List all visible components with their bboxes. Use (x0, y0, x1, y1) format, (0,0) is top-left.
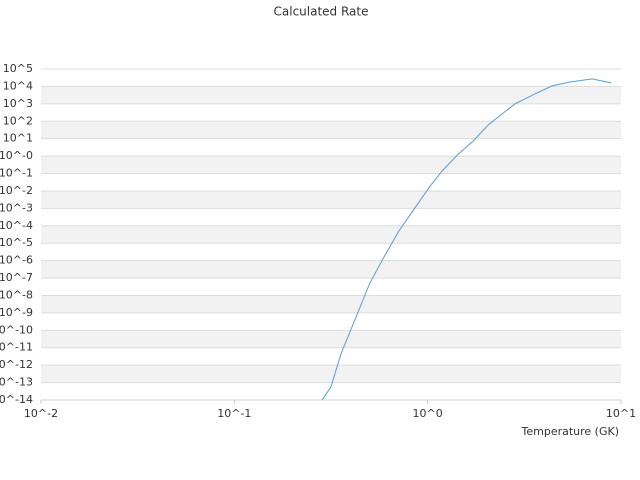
y-tick-label: 10^-6 (0, 254, 33, 267)
y-tick-label: 10^-3 (0, 201, 33, 214)
y-tick-label: 10^4 (3, 79, 33, 92)
y-tick-label: 10^-1 (0, 167, 33, 180)
y-tick-label: 10^-12 (0, 358, 33, 371)
y-tick-label: 10^-4 (0, 219, 33, 232)
y-tick-label: 10^-9 (0, 306, 33, 319)
x-tick-label: 10^-2 (24, 407, 58, 420)
y-tick-label: 10^5 (3, 62, 33, 75)
y-tick-label: 10^3 (3, 97, 33, 110)
grid-band (41, 295, 621, 313)
grid-band (41, 156, 621, 174)
y-tick-label: 10^-13 (0, 376, 33, 389)
grid-band (41, 330, 621, 348)
grid-band (41, 121, 621, 139)
y-tick-label: 10^-10 (0, 323, 33, 336)
y-tick-label: 10^1 (3, 132, 33, 145)
y-tick-label: 10^-0 (0, 149, 33, 162)
grid-band (41, 86, 621, 104)
data-line (321, 78, 612, 400)
y-tick-label: 10^-7 (0, 271, 33, 284)
plot-bands (41, 86, 621, 383)
x-tick-label: 10^0 (413, 407, 443, 420)
chart-title: Calculated Rate (274, 5, 369, 19)
y-tick-label: 10^-2 (0, 184, 33, 197)
grid-band (41, 225, 621, 244)
y-tick-label: 10^-8 (0, 288, 33, 301)
x-tick-label: 10^1 (606, 407, 636, 420)
x-axis-label: Temperature (GK) (521, 425, 620, 438)
grid-band (41, 260, 621, 279)
y-tick-label: 10^-11 (0, 341, 33, 354)
grid-band (41, 190, 621, 209)
y-tick-label: 10^-5 (0, 236, 33, 249)
y-tick-label: 10^2 (3, 114, 33, 127)
y-tick-label: 10^-14 (0, 393, 33, 406)
grid-band (41, 365, 621, 383)
x-tick-label: 10^-1 (217, 407, 251, 420)
